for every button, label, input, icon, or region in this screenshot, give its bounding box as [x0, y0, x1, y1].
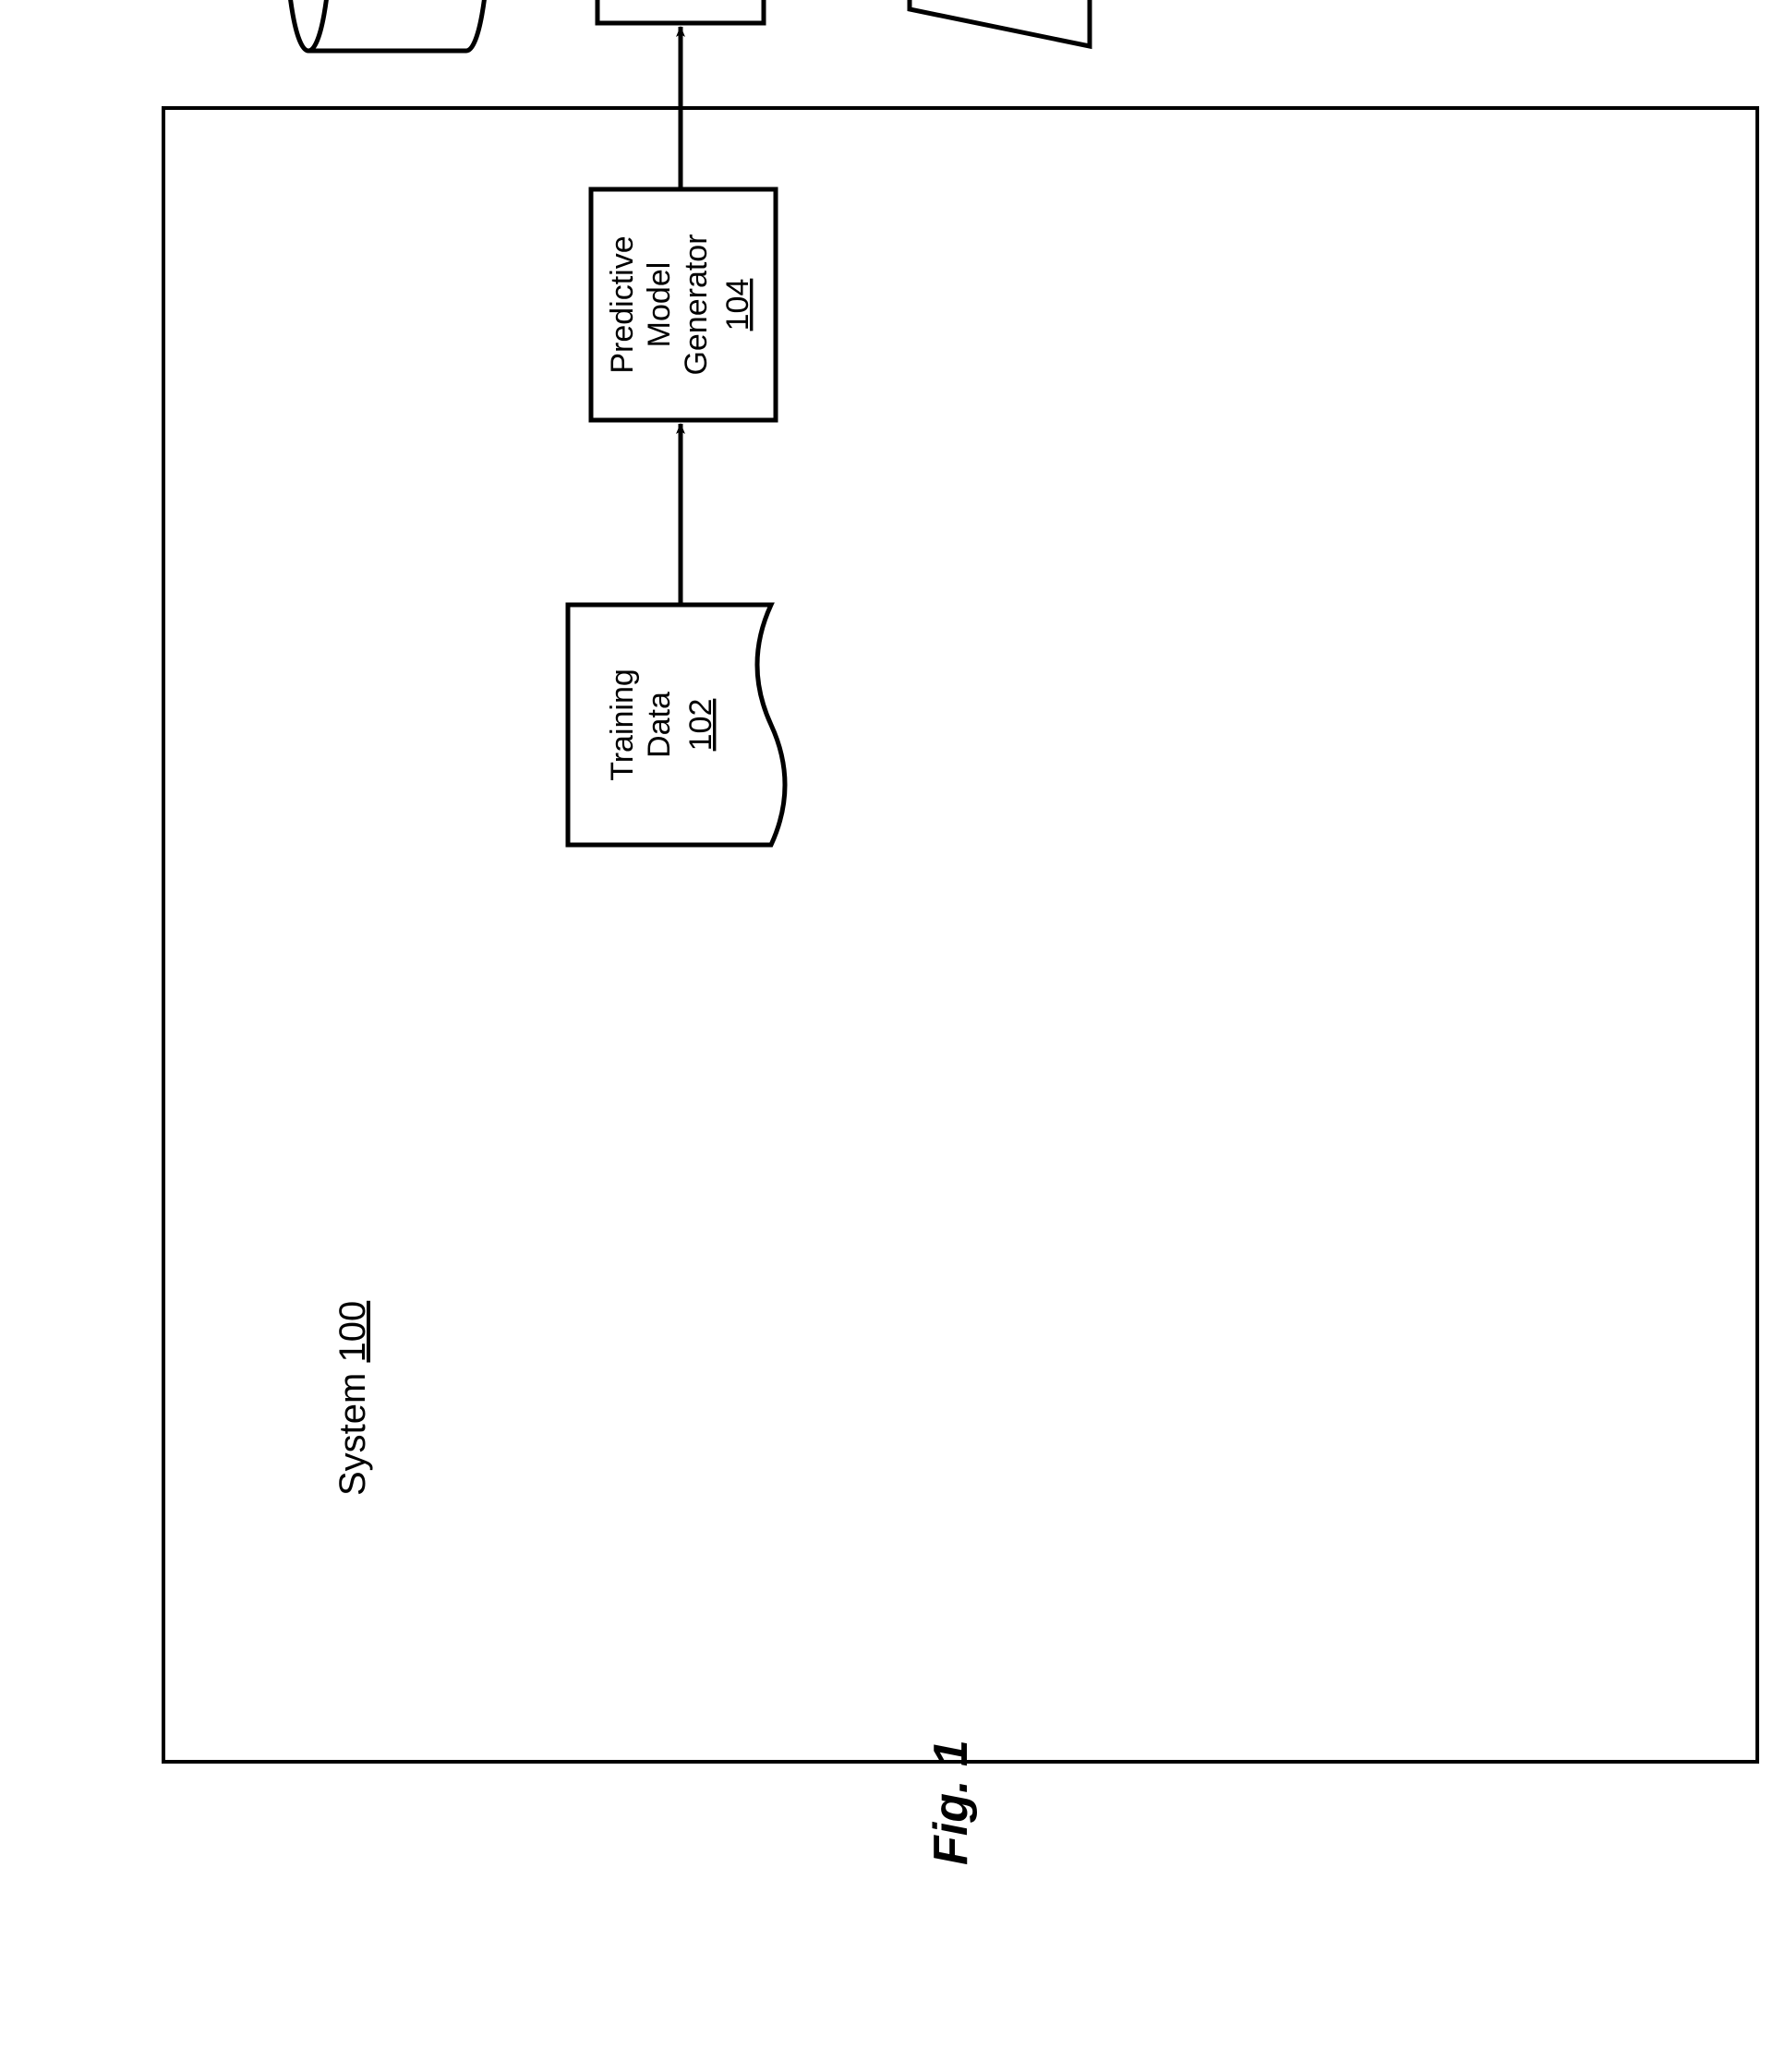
- generator-label2: Model: [642, 262, 677, 348]
- diagram-svg: Training Data 102 Predictive Model Gener…: [199, 0, 1196, 1140]
- system-label-text: System: [332, 1373, 373, 1496]
- system-label: System 100: [332, 1301, 374, 1496]
- training-data-node: Training Data 102: [568, 605, 785, 845]
- generator-ref: 104: [720, 279, 755, 331]
- training-data-ref: 102: [683, 699, 718, 752]
- generator-label3: Generator: [679, 234, 714, 375]
- generator-label1: Predictive: [605, 235, 640, 373]
- generator-node: Predictive Model Generator 104: [591, 189, 776, 420]
- sample-data-node: Sample Data 108: [910, 0, 1090, 46]
- model-node: Predictive Model 106: [597, 0, 764, 23]
- system-label-ref: 100: [332, 1301, 373, 1363]
- training-data-label1: Training: [605, 669, 640, 781]
- scored-data-node: Scored Data 110: [286, 0, 488, 51]
- training-data-label2: Data: [642, 692, 677, 758]
- figure-caption: Fig. 1: [923, 1740, 979, 1865]
